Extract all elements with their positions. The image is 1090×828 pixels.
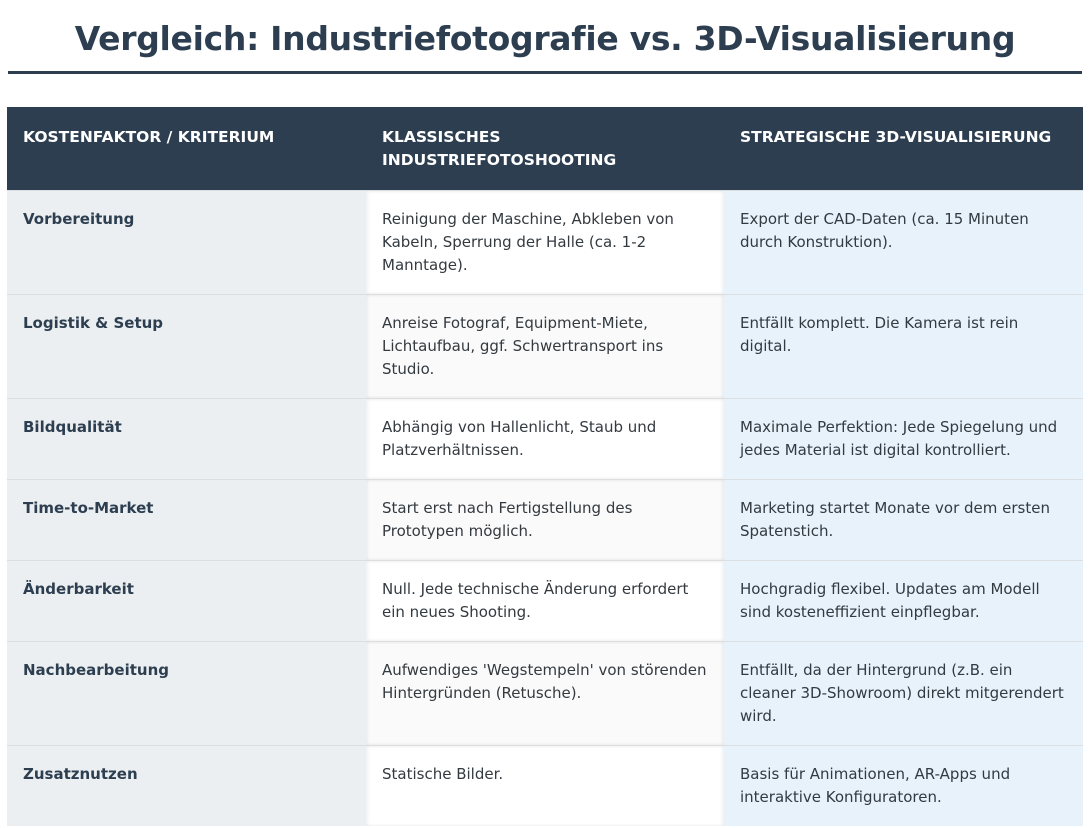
table-row: Änderbarkeit Null. Jede technische Änderu…: [7, 560, 1083, 642]
criterion-cell: Bildqualität: [7, 398, 366, 480]
table-cell: Entfällt komplett. Die Kamera ist rein d…: [724, 294, 1083, 399]
table-cell: Abhängig von Hallenlicht, Staub und Plat…: [366, 398, 724, 480]
header-row: KOSTENFAKTOR / KRITERIUM KLASSISCHES INDU…: [7, 107, 1083, 191]
criterion-cell: Zusatznutzen: [7, 745, 366, 826]
table-cell: Entfällt, da der Hintergrund (z.B. ein c…: [724, 641, 1083, 746]
criterion-cell: Logistik & Setup: [7, 294, 366, 399]
table-row: Logistik & Setup Anreise Fotograf, Equipm…: [7, 294, 1083, 399]
table-cell: Start erst nach Fertigstellung des Proto…: [366, 479, 724, 561]
table-cell: Basis für Animationen, AR-Apps und inter…: [724, 745, 1083, 826]
criterion-cell: Time-to-Market: [7, 479, 366, 561]
page-title: Vergleich: Industriefotografie vs. 3D-Vi…: [74, 19, 1016, 58]
table-cell: Null. Jede technische Änderung erfordert…: [366, 560, 724, 642]
table-row: Nachbearbeitung Aufwendiges 'Wegstempeln'…: [7, 641, 1083, 746]
column-header: KOSTENFAKTOR / KRITERIUM: [7, 107, 366, 191]
criterion-cell: Nachbearbeitung: [7, 641, 366, 746]
table-cell: Export der CAD-Daten (ca. 15 Minuten dur…: [724, 190, 1083, 295]
table-cell: Maximale Perfektion: Jede Spiegelung und…: [724, 398, 1083, 480]
table-row: Vorbereitung Reinigung der Maschine, Abkl…: [7, 190, 1083, 295]
table-body: Vorbereitung Reinigung der Maschine, Abkl…: [7, 190, 1083, 826]
table-row: Time-to-Market Start erst nach Fertigstel…: [7, 479, 1083, 561]
table-row: Bildqualität Abhängig von Hallenlicht, St…: [7, 398, 1083, 480]
criterion-cell: Vorbereitung: [7, 190, 366, 295]
comparison-table: KOSTENFAKTOR / KRITERIUM KLASSISCHES INDU…: [7, 107, 1083, 826]
title-rule: [8, 71, 1082, 74]
criterion-cell: Änderbarkeit: [7, 560, 366, 642]
table-cell: Hochgradig flexibel. Updates am Modell s…: [724, 560, 1083, 642]
column-header: KLASSISCHES INDUSTRIEFOTOSHOOTING: [366, 107, 724, 191]
table-cell: Marketing startet Monate vor dem ersten …: [724, 479, 1083, 561]
column-header: STRATEGISCHE 3D-VISUALISIERUNG: [724, 107, 1083, 191]
table-cell: Anreise Fotograf, Equipment-Miete, Licht…: [366, 294, 724, 399]
table-cell: Reinigung der Maschine, Abkleben von Kab…: [366, 190, 724, 295]
table-cell: Statische Bilder.: [366, 745, 724, 826]
table-row: Zusatznutzen Statische Bilder. Basis für A…: [7, 745, 1083, 826]
table-cell: Aufwendiges 'Wegstempeln' von störenden …: [366, 641, 724, 746]
